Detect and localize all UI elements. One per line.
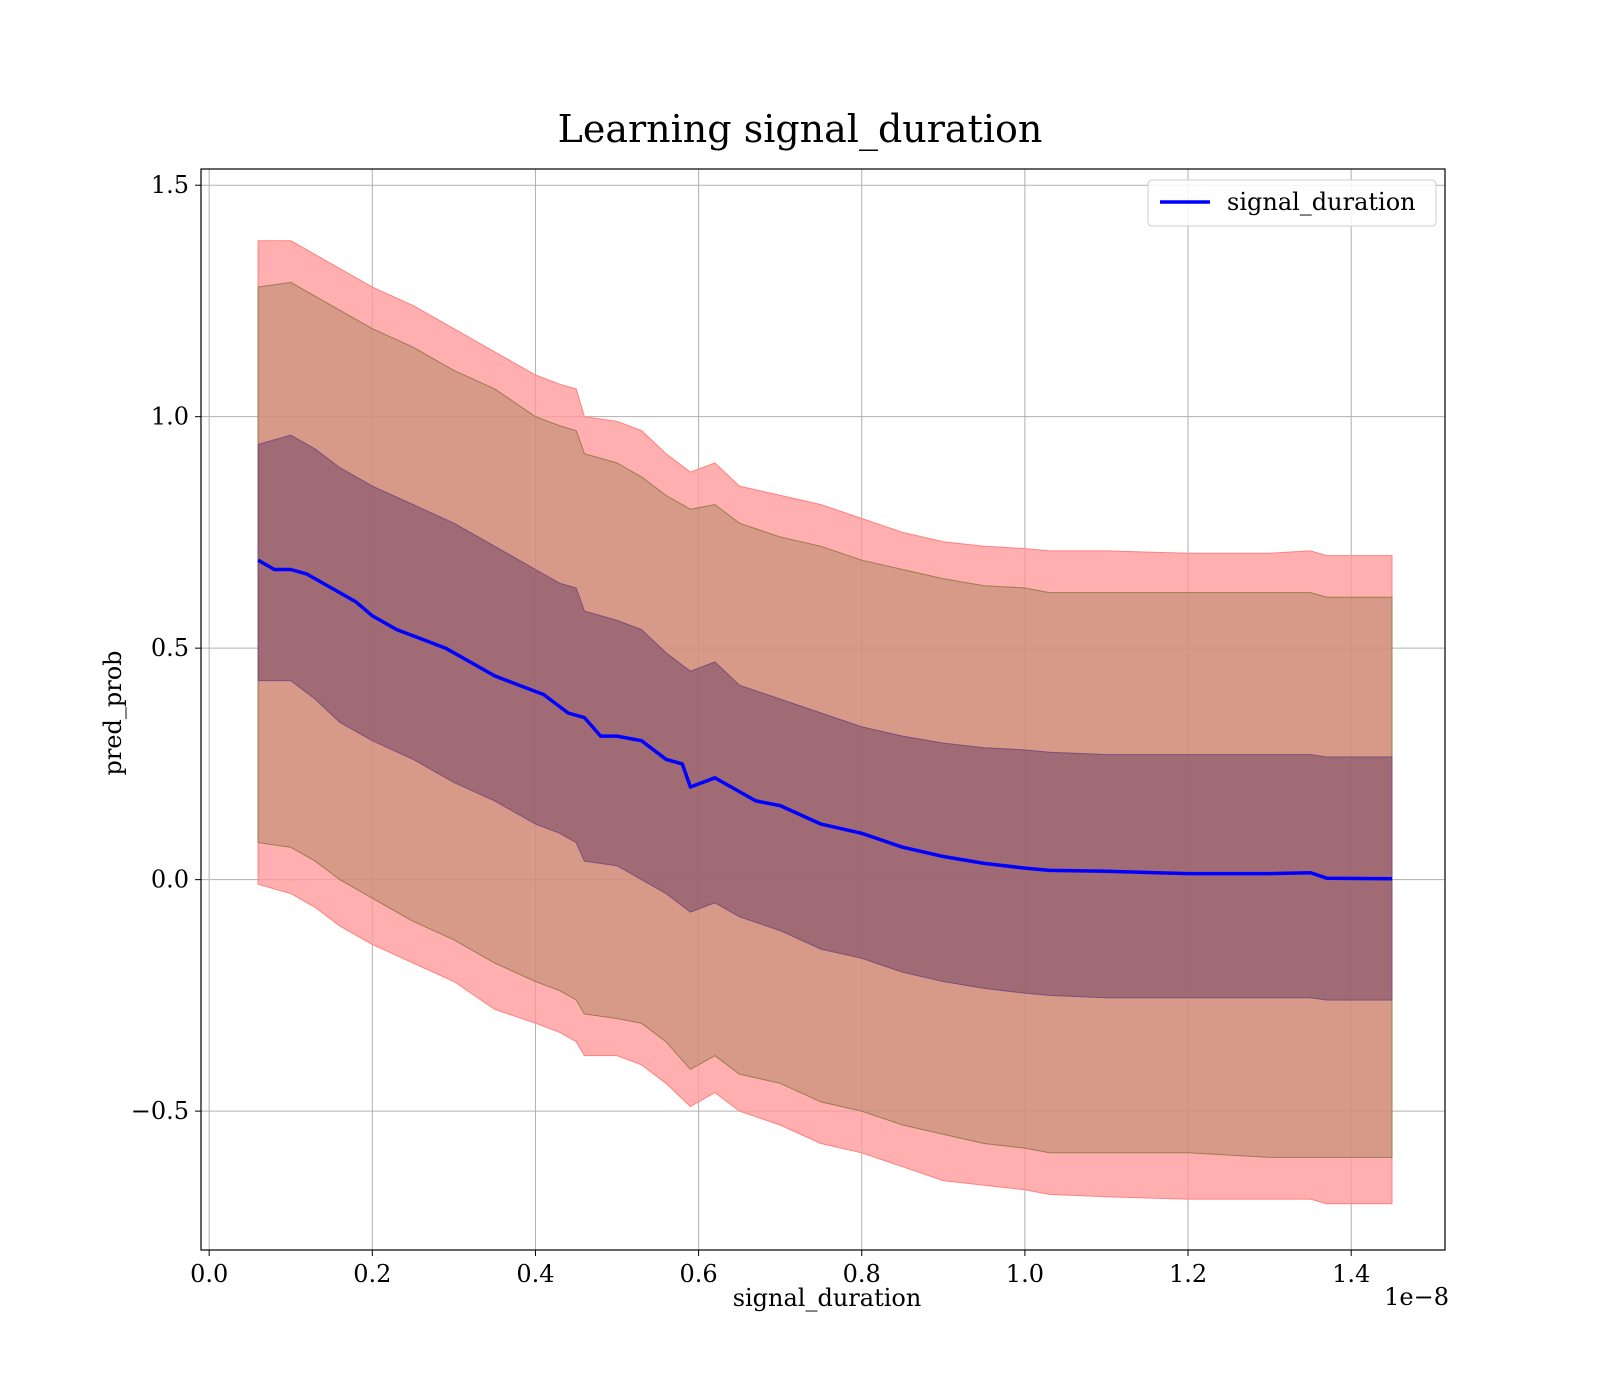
x-tick-label-1: 0.2 xyxy=(353,1260,391,1288)
plot-area xyxy=(257,240,1393,1205)
x-tick-label-7: 1.4 xyxy=(1332,1260,1370,1288)
band-inner-1sigma xyxy=(257,434,1393,1001)
y-tick-label-1: 0.0 xyxy=(151,866,189,894)
legend-box xyxy=(1147,179,1437,227)
legend-label-signal-duration: signal_duration xyxy=(1227,188,1416,216)
x-axis-ticks: 0.0 0.2 0.4 0.6 0.8 1.0 1.2 1.4 xyxy=(190,1250,1370,1288)
y-axis-label: pred_prob xyxy=(99,650,127,775)
y-tick-label-3: 1.0 xyxy=(151,403,189,431)
mean-line-signal-duration xyxy=(257,558,1393,881)
y-tick-label-2: 0.5 xyxy=(151,634,189,662)
x-tick-label-6: 1.2 xyxy=(1169,1260,1207,1288)
legend: signal_duration xyxy=(1147,179,1437,227)
y-axis-ticks: −0.5 0.0 0.5 1.0 1.5 xyxy=(131,171,201,1125)
x-tick-label-5: 1.0 xyxy=(1006,1260,1044,1288)
x-axis-offset-text: 1e−8 xyxy=(1384,1283,1449,1311)
y-tick-label-4: 1.5 xyxy=(151,171,189,199)
y-tick-label-0: −0.5 xyxy=(131,1097,189,1125)
chart-title: Learning signal_duration xyxy=(558,107,1043,152)
x-axis-label: signal_duration xyxy=(733,1284,922,1312)
x-tick-label-4: 0.8 xyxy=(843,1260,881,1288)
x-tick-label-3: 0.6 xyxy=(680,1260,718,1288)
axes-frame xyxy=(200,168,1446,1251)
x-tick-label-0: 0.0 xyxy=(190,1260,228,1288)
x-tick-label-2: 0.4 xyxy=(516,1260,554,1288)
